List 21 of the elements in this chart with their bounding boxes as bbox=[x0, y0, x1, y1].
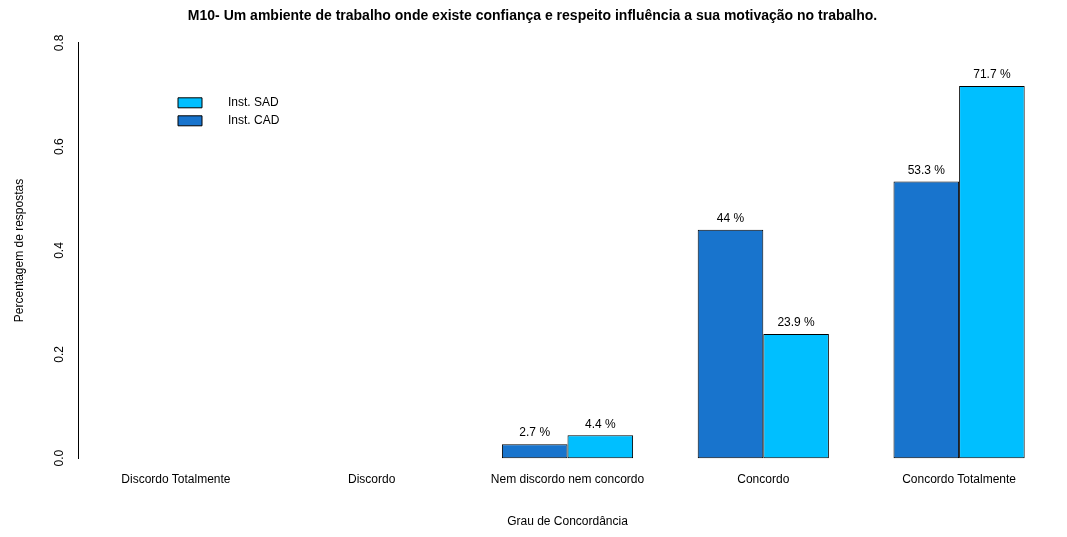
data-label: 2.7 % bbox=[519, 425, 551, 440]
data-label: 23.9 % bbox=[777, 315, 816, 330]
x-axis-title: Grau de Concordância bbox=[507, 514, 629, 529]
data-label: 4.4 % bbox=[584, 416, 616, 431]
y-tick-label: 0.6 bbox=[52, 137, 67, 155]
x-tick-label: Discordo Totalmente bbox=[121, 471, 231, 486]
x-tick-label: Concordo Totalmente bbox=[902, 471, 1017, 486]
legend-label: Inst. CAD bbox=[228, 113, 280, 128]
x-tick-label: Discordo bbox=[348, 471, 396, 486]
y-tick-label: 0.8 bbox=[52, 34, 67, 52]
y-axis-title: Percentagem de respostas bbox=[11, 178, 26, 323]
y-tick-label: 0.2 bbox=[52, 345, 67, 363]
data-label: 44 % bbox=[716, 211, 745, 226]
y-tick-label: 0.4 bbox=[52, 241, 67, 259]
legend-label: Inst. SAD bbox=[228, 95, 280, 110]
data-label: 71.7 % bbox=[973, 67, 1011, 82]
data-label: 53.3 % bbox=[907, 162, 946, 177]
x-tick-label: Nem discordo nem concordo bbox=[490, 471, 645, 486]
chart-title: M10- Um ambiente de trabalho onde existe confiança e respeito influência a sua motivação no trabalho. bbox=[187, 7, 878, 24]
y-tick-label: 0.0 bbox=[52, 449, 67, 467]
x-tick-label: Concordo bbox=[737, 471, 790, 486]
